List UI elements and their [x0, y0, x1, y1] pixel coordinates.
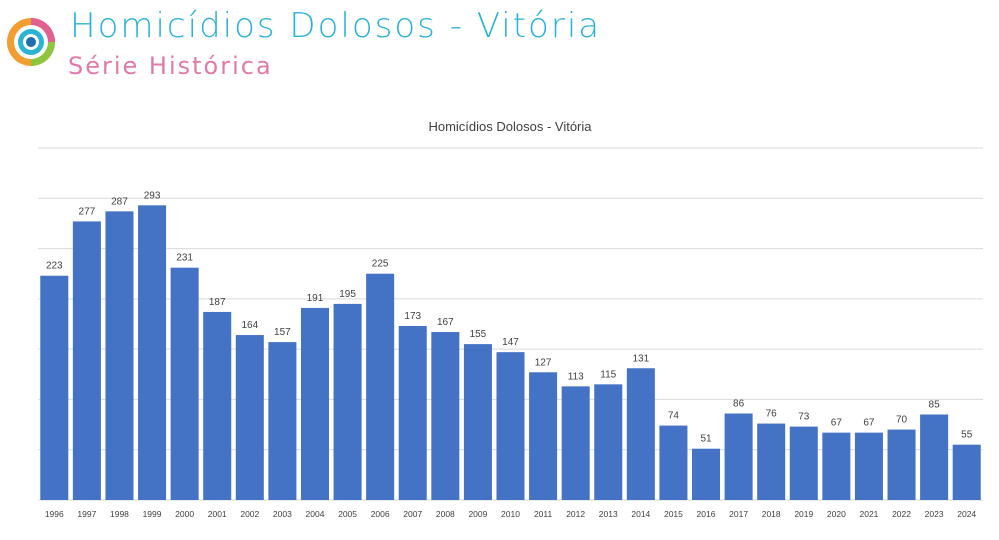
- bar-1999: [138, 205, 167, 500]
- data-label-2008: 167: [437, 317, 454, 328]
- bar-2005: [333, 303, 362, 500]
- data-label-2014: 131: [633, 353, 650, 364]
- x-tick-label-2001: 2001: [208, 509, 227, 519]
- data-label-2019: 73: [798, 412, 810, 423]
- bar-2020: [822, 432, 851, 500]
- x-tick-label-1999: 1999: [143, 509, 162, 519]
- data-label-2000: 231: [176, 253, 193, 264]
- x-tick-label-2014: 2014: [631, 509, 650, 519]
- chart-title: Homicídios Dolosos - Vitória: [428, 119, 592, 134]
- bar-2018: [757, 423, 786, 500]
- x-tick-label-2024: 2024: [957, 509, 976, 519]
- x-tick-label-2010: 2010: [501, 509, 520, 519]
- data-label-2018: 76: [766, 409, 778, 420]
- data-label-2002: 164: [241, 320, 258, 331]
- bar-1998: [105, 211, 134, 501]
- bar-2023: [920, 414, 949, 500]
- bar-2015: [659, 425, 688, 500]
- x-tick-label-2002: 2002: [240, 509, 259, 519]
- data-label-2006: 225: [372, 259, 389, 270]
- bar-1996: [40, 275, 69, 500]
- data-label-2010: 147: [502, 337, 519, 348]
- x-tick-label-2018: 2018: [762, 509, 781, 519]
- data-label-2003: 157: [274, 327, 291, 338]
- bar-2006: [366, 273, 395, 500]
- bar-2003: [268, 342, 297, 500]
- data-label-2021: 67: [863, 418, 875, 429]
- chart-container: Homicídios Dolosos - Vitória 223 277 287 29…: [0, 100, 999, 540]
- bar-2008: [431, 332, 460, 500]
- concentric-circles-logo-icon: [7, 18, 55, 66]
- page-subtitle: Série Histórica: [68, 52, 273, 80]
- bar-1997: [72, 221, 101, 500]
- x-tick-label-2007: 2007: [403, 509, 422, 519]
- bar-2024: [952, 444, 981, 500]
- data-label-2020: 67: [831, 418, 843, 429]
- data-label-2009: 155: [470, 329, 487, 340]
- x-tick-label-2000: 2000: [175, 509, 194, 519]
- x-tick-label-2023: 2023: [925, 509, 944, 519]
- x-tick-label-2016: 2016: [697, 509, 716, 519]
- page-title: Homicídios Dolosos - Vitória: [70, 6, 602, 46]
- data-label-2016: 51: [700, 434, 712, 445]
- bar-2016: [692, 448, 721, 500]
- x-tick-label-1998: 1998: [110, 509, 129, 519]
- data-labels: 223 277 287 293 231 187 164 157 191 195 225 173 167 1…: [46, 190, 973, 444]
- x-tick-label-2019: 2019: [794, 509, 813, 519]
- data-label-2013: 115: [600, 369, 616, 380]
- data-label-1998: 287: [111, 196, 128, 207]
- bar-2004: [300, 307, 329, 500]
- data-label-1999: 293: [144, 190, 161, 201]
- data-label-2024: 55: [961, 430, 973, 441]
- bar-2013: [594, 384, 623, 500]
- x-tick-label-1997: 1997: [77, 509, 96, 519]
- bar-2011: [529, 372, 558, 500]
- bar-2000: [170, 267, 199, 500]
- x-tick-labels: 1996 1997 1998 1999 2000 2001 2002 2003 2004 2005…: [45, 509, 977, 519]
- data-label-2015: 74: [668, 411, 680, 422]
- x-tick-label-2011: 2011: [534, 509, 553, 519]
- x-tick-label-2004: 2004: [306, 509, 325, 519]
- x-tick-label-2008: 2008: [436, 509, 455, 519]
- bar-2014: [626, 368, 655, 500]
- bar-2019: [789, 426, 818, 500]
- bar-2001: [203, 311, 232, 500]
- data-label-2011: 127: [535, 357, 552, 368]
- data-label-2023: 85: [929, 400, 941, 411]
- data-label-2001: 187: [209, 297, 226, 308]
- data-label-2005: 195: [339, 289, 356, 300]
- data-label-2012: 113: [568, 371, 584, 382]
- bar-2009: [463, 344, 492, 500]
- x-tick-label-2020: 2020: [827, 509, 846, 519]
- data-label-1996: 223: [46, 261, 63, 272]
- x-tick-label-2017: 2017: [729, 509, 748, 519]
- x-tick-label-2022: 2022: [892, 509, 911, 519]
- bar-2022: [887, 429, 916, 500]
- bar-2010: [496, 352, 525, 500]
- data-label-2022: 70: [896, 415, 908, 426]
- bar-2012: [561, 386, 590, 500]
- bar-2017: [724, 413, 753, 500]
- x-tick-label-2009: 2009: [468, 509, 487, 519]
- x-tick-label-2012: 2012: [566, 509, 585, 519]
- x-tick-label-2005: 2005: [338, 509, 357, 519]
- bar-2007: [398, 326, 427, 500]
- x-tick-label-2015: 2015: [664, 509, 683, 519]
- bar-2002: [235, 335, 264, 500]
- bar-2021: [854, 432, 883, 500]
- x-tick-label-2021: 2021: [859, 509, 878, 519]
- data-label-1997: 277: [79, 206, 96, 217]
- x-tick-label-2003: 2003: [273, 509, 292, 519]
- data-label-2017: 86: [733, 399, 745, 410]
- data-label-2007: 173: [404, 311, 421, 322]
- x-tick-label-1996: 1996: [45, 509, 64, 519]
- data-label-2004: 191: [307, 293, 324, 304]
- x-tick-label-2013: 2013: [599, 509, 618, 519]
- bar-chart: Homicídios Dolosos - Vitória 223 277 287 29…: [38, 119, 983, 519]
- x-tick-label-2006: 2006: [371, 509, 390, 519]
- page-header: Homicídios Dolosos - Vitória Série Histó…: [0, 0, 999, 90]
- bars: [40, 205, 981, 501]
